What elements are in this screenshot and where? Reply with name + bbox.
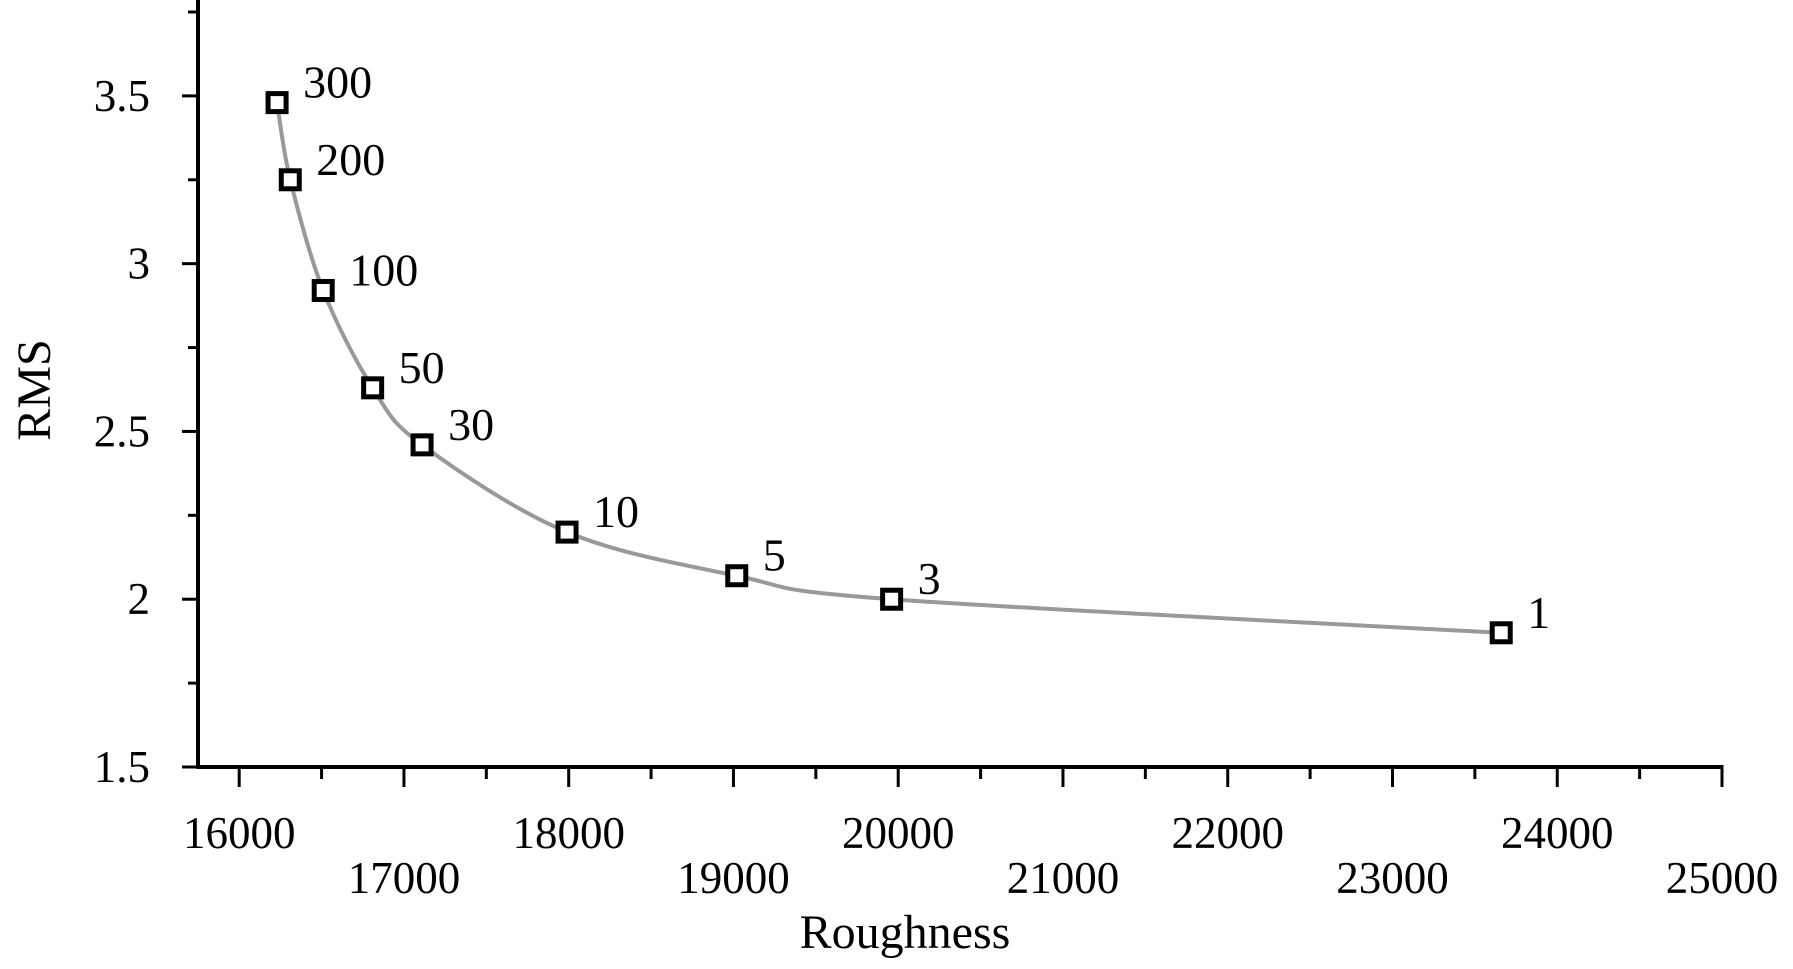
x-tick-label-23000: 23000 — [1336, 853, 1449, 903]
y-tick-label-2: 2 — [128, 574, 151, 624]
data-point-100 — [311, 279, 335, 303]
data-label-100: 100 — [349, 245, 418, 296]
data-point-10 — [555, 520, 579, 544]
data-point-30 — [410, 433, 434, 457]
x-axis-ticks: 16000 17000 18000 19000 20000 21000 22000 23000… — [183, 767, 1778, 903]
data-label-5: 5 — [763, 530, 786, 581]
data-point-1 — [1489, 621, 1513, 645]
data-label-200: 200 — [316, 134, 385, 185]
data-point-300 — [265, 91, 289, 115]
axes — [196, 0, 1724, 769]
data-point-50 — [361, 376, 385, 400]
data-point-5 — [725, 564, 749, 588]
x-tick-label-17000: 17000 — [348, 853, 461, 903]
y-axis-ticks: 1.5 2 2.5 3 3.5 — [94, 10, 198, 792]
x-tick-label-21000: 21000 — [1007, 853, 1120, 903]
y-tick-label-1.5: 1.5 — [94, 742, 150, 792]
data-point-200 — [278, 168, 302, 192]
data-label-10: 10 — [593, 486, 639, 537]
x-tick-label-24000: 24000 — [1501, 808, 1614, 858]
x-tick-label-16000: 16000 — [183, 808, 296, 858]
y-tick-label-3: 3 — [128, 239, 151, 289]
x-tick-label-22000: 22000 — [1171, 808, 1284, 858]
data-point-3 — [880, 587, 904, 611]
data-label-50: 50 — [399, 342, 445, 393]
data-label-1: 1 — [1527, 587, 1550, 638]
series-line-0 — [275, 102, 1502, 635]
x-tick-label-20000: 20000 — [842, 808, 955, 858]
data-label-300: 300 — [303, 57, 372, 108]
y-tick-label-2.5: 2.5 — [94, 406, 150, 456]
x-tick-label-25000: 25000 — [1666, 853, 1779, 903]
x-axis-title: Roughness — [800, 906, 1011, 959]
x-tick-label-18000: 18000 — [512, 808, 625, 858]
data-label-3: 3 — [918, 553, 941, 604]
y-tick-label-3.5: 3.5 — [94, 71, 150, 121]
data-label-30: 30 — [448, 399, 494, 450]
y-axis-title: RMS — [8, 339, 61, 440]
x-tick-label-19000: 19000 — [677, 853, 790, 903]
